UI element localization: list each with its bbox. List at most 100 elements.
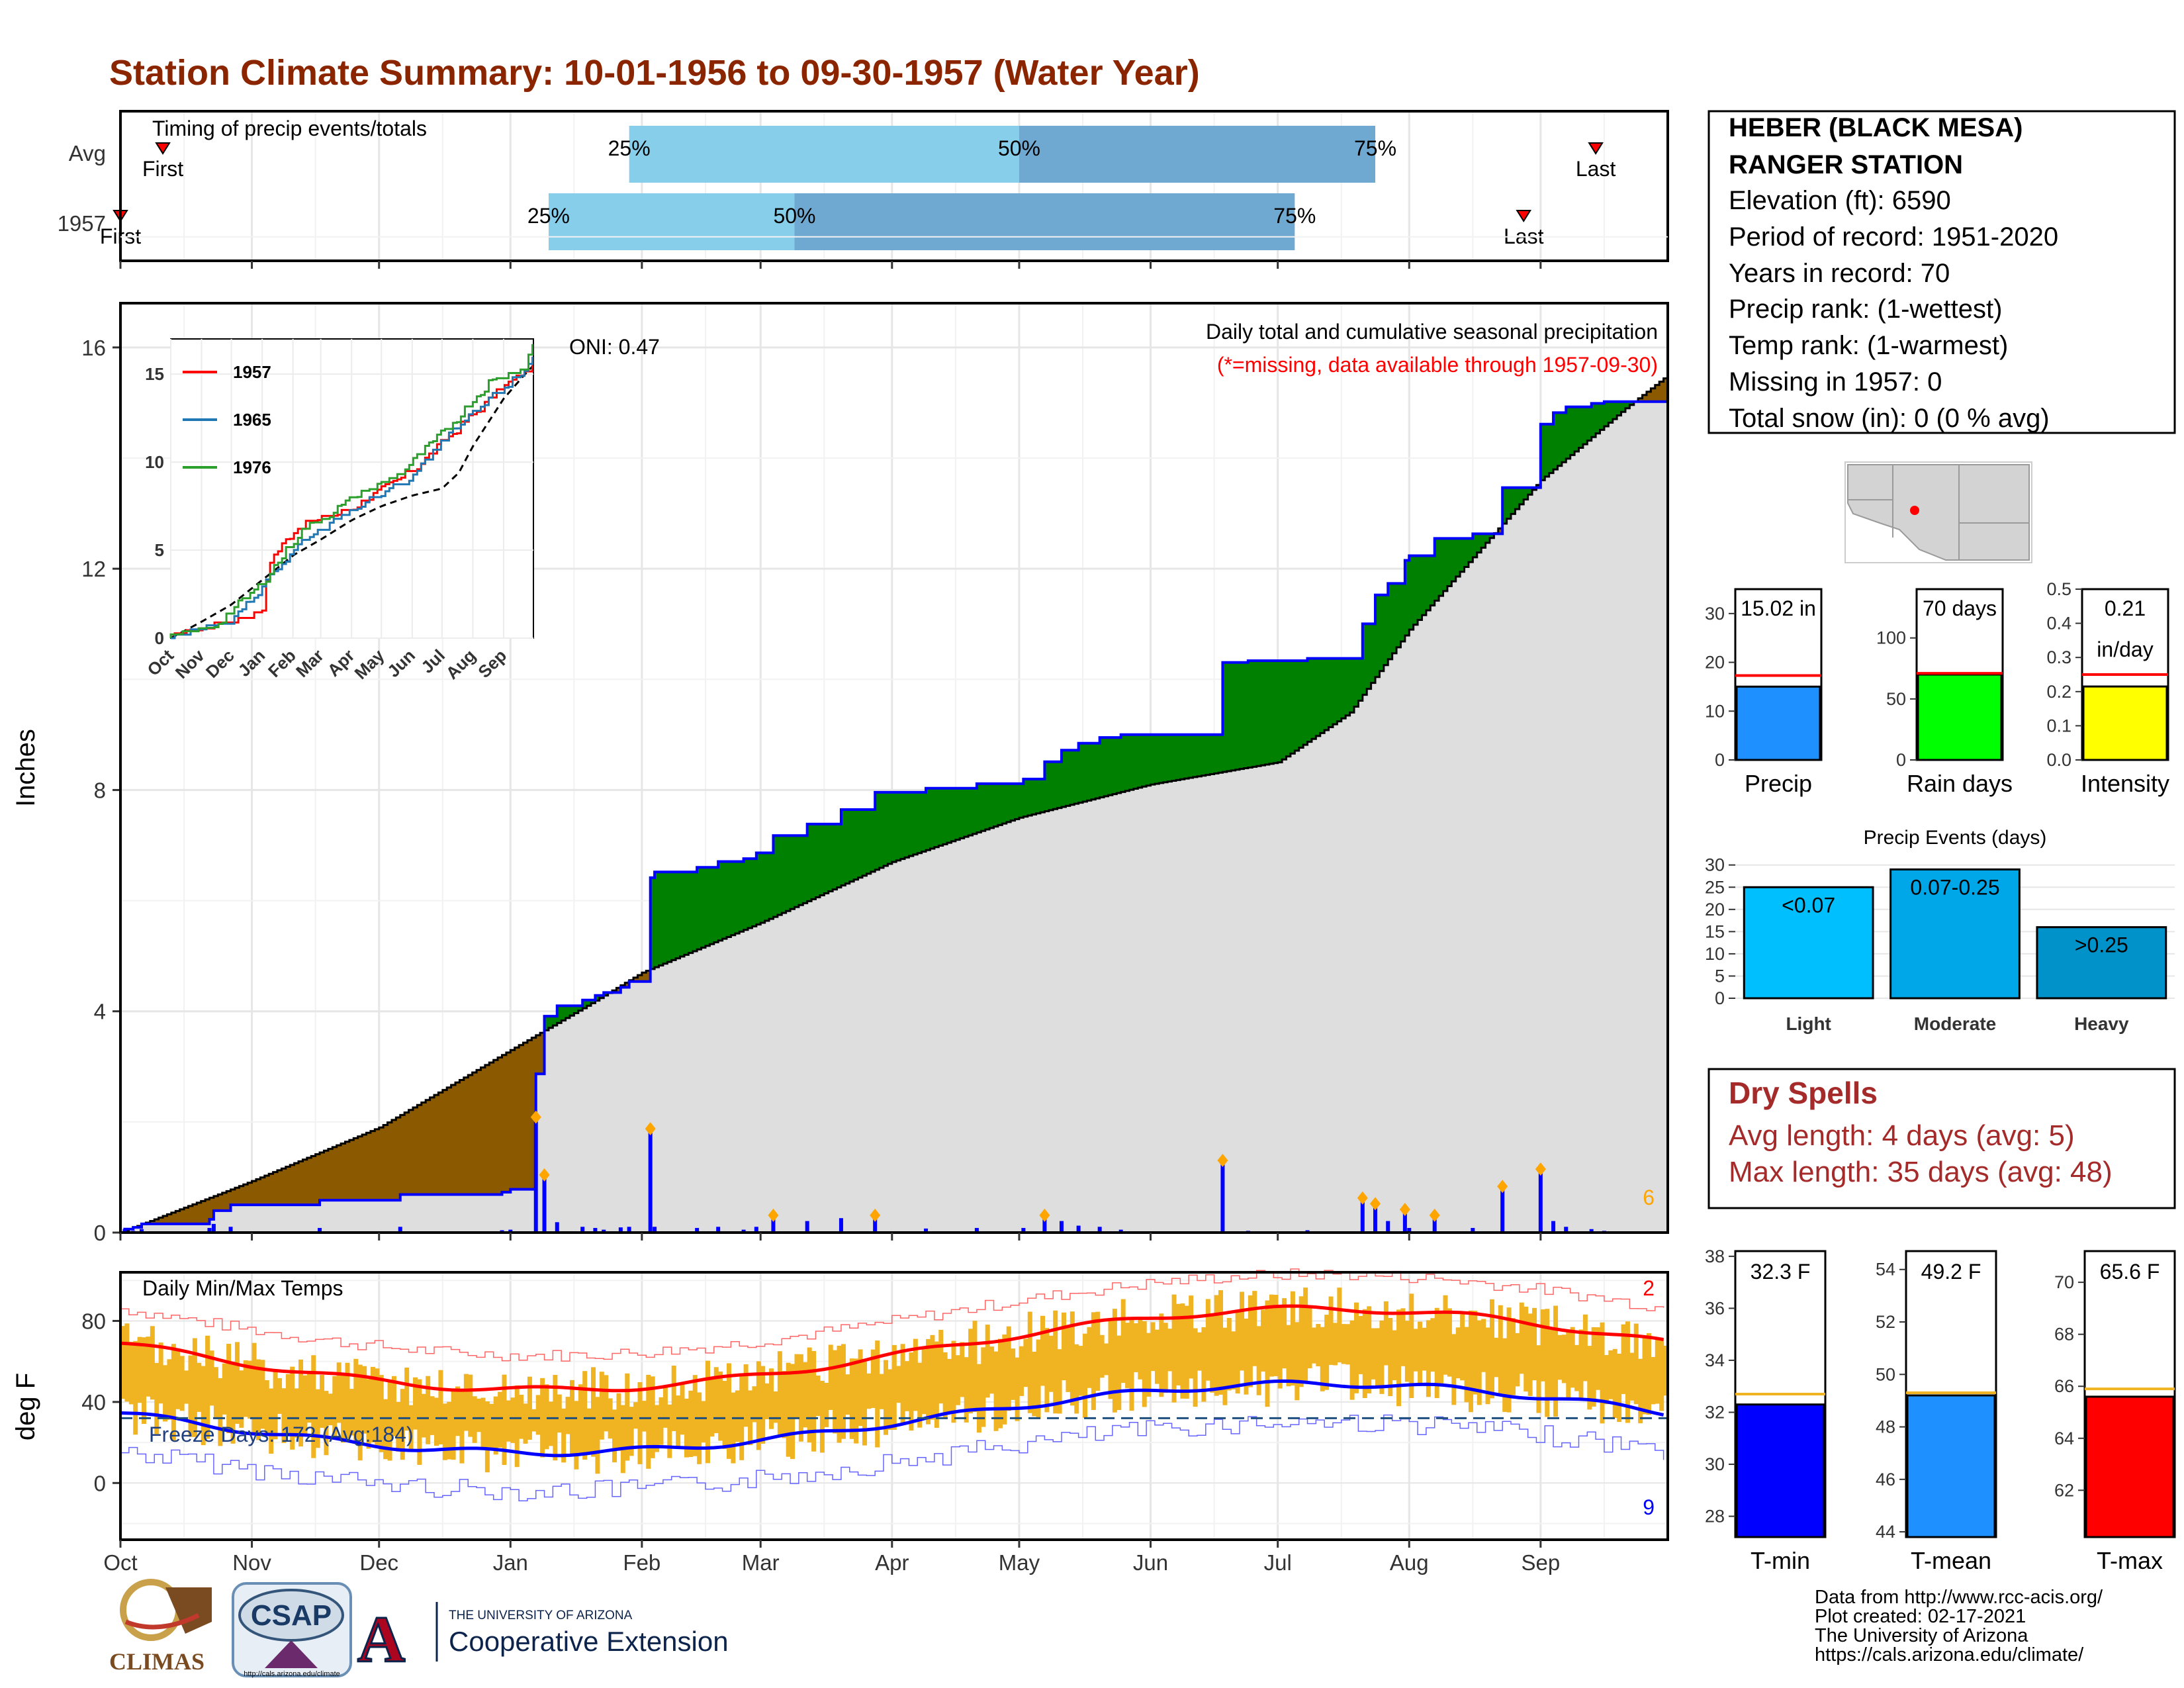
surplus-area <box>659 872 664 966</box>
daily-temp-bar <box>1409 1293 1414 1398</box>
daily-temp-bar <box>1108 1320 1113 1399</box>
surplus-area <box>1596 403 1601 434</box>
events-bar <box>1743 886 1874 1000</box>
daily-temp-bar <box>1460 1314 1465 1381</box>
station-period: Period of record: 1951-2020 <box>1729 222 2058 252</box>
surplus-area <box>1587 406 1592 441</box>
daily-temp-bar <box>163 1365 168 1422</box>
heavy-precip-marker <box>1039 1208 1050 1222</box>
surplus-area <box>1078 743 1083 803</box>
heavy-precip-marker <box>530 1110 541 1124</box>
temp-summary-label: T-mean <box>1911 1547 1991 1574</box>
daily-temp-bar <box>701 1401 706 1443</box>
daily-temp-bar <box>341 1374 346 1443</box>
surplus-area <box>1163 734 1168 782</box>
surplus-area <box>794 835 799 908</box>
surplus-area <box>1612 401 1617 420</box>
daily-temp-bar <box>375 1368 380 1447</box>
deficit-area <box>273 1172 278 1205</box>
daily-temp-bar <box>803 1362 808 1428</box>
deficit-area <box>251 1181 257 1205</box>
month-tick-label: Apr <box>875 1550 909 1575</box>
deficit-area <box>535 1035 541 1074</box>
daily-temp-bar <box>1540 1309 1545 1382</box>
daily-temp-bar <box>455 1386 461 1436</box>
daily-precip-bar <box>1402 1209 1407 1233</box>
temp-summary-tick-label: 50 <box>1876 1364 1895 1384</box>
daily-temp-bar <box>1328 1296 1334 1365</box>
daily-temp-bar <box>510 1397 516 1443</box>
timing-label: Timing of precip events/totals <box>152 117 427 140</box>
temp-summary-bars: 28 30 32 34 36 38 32.3 F T-min 44 46 48 50 52 54 49.2 … <box>1705 1246 2176 1574</box>
surplus-area <box>599 995 605 998</box>
temp-summary-tick-label: 70 <box>2054 1272 2074 1292</box>
daily-temp-bar <box>824 1383 829 1427</box>
daily-temp-bar <box>1256 1326 1261 1395</box>
surplus-area <box>917 792 923 853</box>
avg-quartile-25-50-bar <box>629 126 1019 183</box>
surplus-area <box>1261 661 1266 766</box>
deficit-area <box>332 1147 338 1201</box>
daily-temp-bar <box>655 1405 660 1452</box>
surplus-area <box>1460 538 1465 572</box>
daily-precip-bar <box>318 1228 322 1233</box>
deficit-area <box>646 970 651 982</box>
summary-bar-tick-label: 0.1 <box>2046 716 2071 735</box>
surplus-area <box>1473 534 1478 557</box>
deficit-area <box>222 1192 227 1211</box>
daily-precip-bar <box>1076 1225 1081 1233</box>
daily-temp-bar <box>1451 1334 1457 1405</box>
inset-series-line <box>169 344 533 638</box>
daily-precip-bar <box>1042 1215 1047 1233</box>
daily-temp-bar <box>1240 1291 1245 1371</box>
daily-temp-bar <box>841 1344 846 1439</box>
surplus-area <box>1180 734 1185 780</box>
daily-temp-bar <box>1116 1335 1122 1411</box>
heavy-precip-marker <box>1535 1162 1546 1176</box>
oni-label: ONI: 0.47 <box>569 335 660 359</box>
daily-precip-bar <box>648 1129 653 1233</box>
daily-temp-bar <box>1629 1352 1635 1401</box>
surplus-area <box>1277 661 1283 763</box>
daily-temp-bar <box>1332 1323 1338 1366</box>
daily-temp-bar <box>1655 1337 1660 1404</box>
surplus-area <box>1057 761 1062 808</box>
daily-temp-bar <box>659 1397 664 1445</box>
daily-temp-bar <box>438 1370 443 1444</box>
daily-temp-bar <box>1506 1307 1512 1413</box>
daily-precip-bar <box>207 1228 212 1233</box>
daily-temp-bar <box>404 1368 410 1431</box>
deficit-area <box>1642 395 1647 402</box>
daily-temp-bar <box>128 1342 134 1405</box>
deficit-area <box>426 1100 431 1195</box>
daily-temp-bar <box>1006 1326 1011 1411</box>
daily-temp-bar <box>502 1374 507 1466</box>
month-tick-label: Oct <box>103 1550 137 1575</box>
surplus-area <box>866 810 872 874</box>
deficit-area <box>184 1207 189 1224</box>
daily-temp-bar <box>290 1366 295 1450</box>
surplus-area <box>921 792 927 852</box>
deficit-area <box>192 1204 198 1224</box>
daily-temp-bar <box>1307 1307 1312 1369</box>
daily-temp-bar <box>1481 1319 1486 1372</box>
daily-temp-bar <box>1142 1321 1147 1407</box>
surplus-area <box>909 792 914 857</box>
daily-temp-bar <box>1455 1327 1461 1379</box>
summary-bar-label: Precip <box>1745 770 1812 797</box>
deficit-area <box>315 1154 320 1205</box>
daily-temp-bar <box>964 1357 969 1423</box>
surplus-area <box>739 861 745 932</box>
surplus-area <box>1608 401 1614 423</box>
deficit-area <box>472 1072 477 1195</box>
daily-temp-bar <box>1205 1299 1210 1381</box>
surplus-area <box>1214 734 1219 774</box>
station-elevation: Elevation (ft): 6590 <box>1729 186 1951 215</box>
surplus-area <box>1328 658 1334 727</box>
daily-temp-bar <box>1524 1306 1529 1392</box>
surplus-deficit-fill <box>124 378 1668 1231</box>
station-snow: Total snow (in): 0 (0 % avg) <box>1729 404 2050 433</box>
daily-temp-bar <box>175 1350 181 1409</box>
daily-temp-bar <box>1578 1329 1584 1400</box>
daily-temp-bar <box>1218 1290 1224 1395</box>
